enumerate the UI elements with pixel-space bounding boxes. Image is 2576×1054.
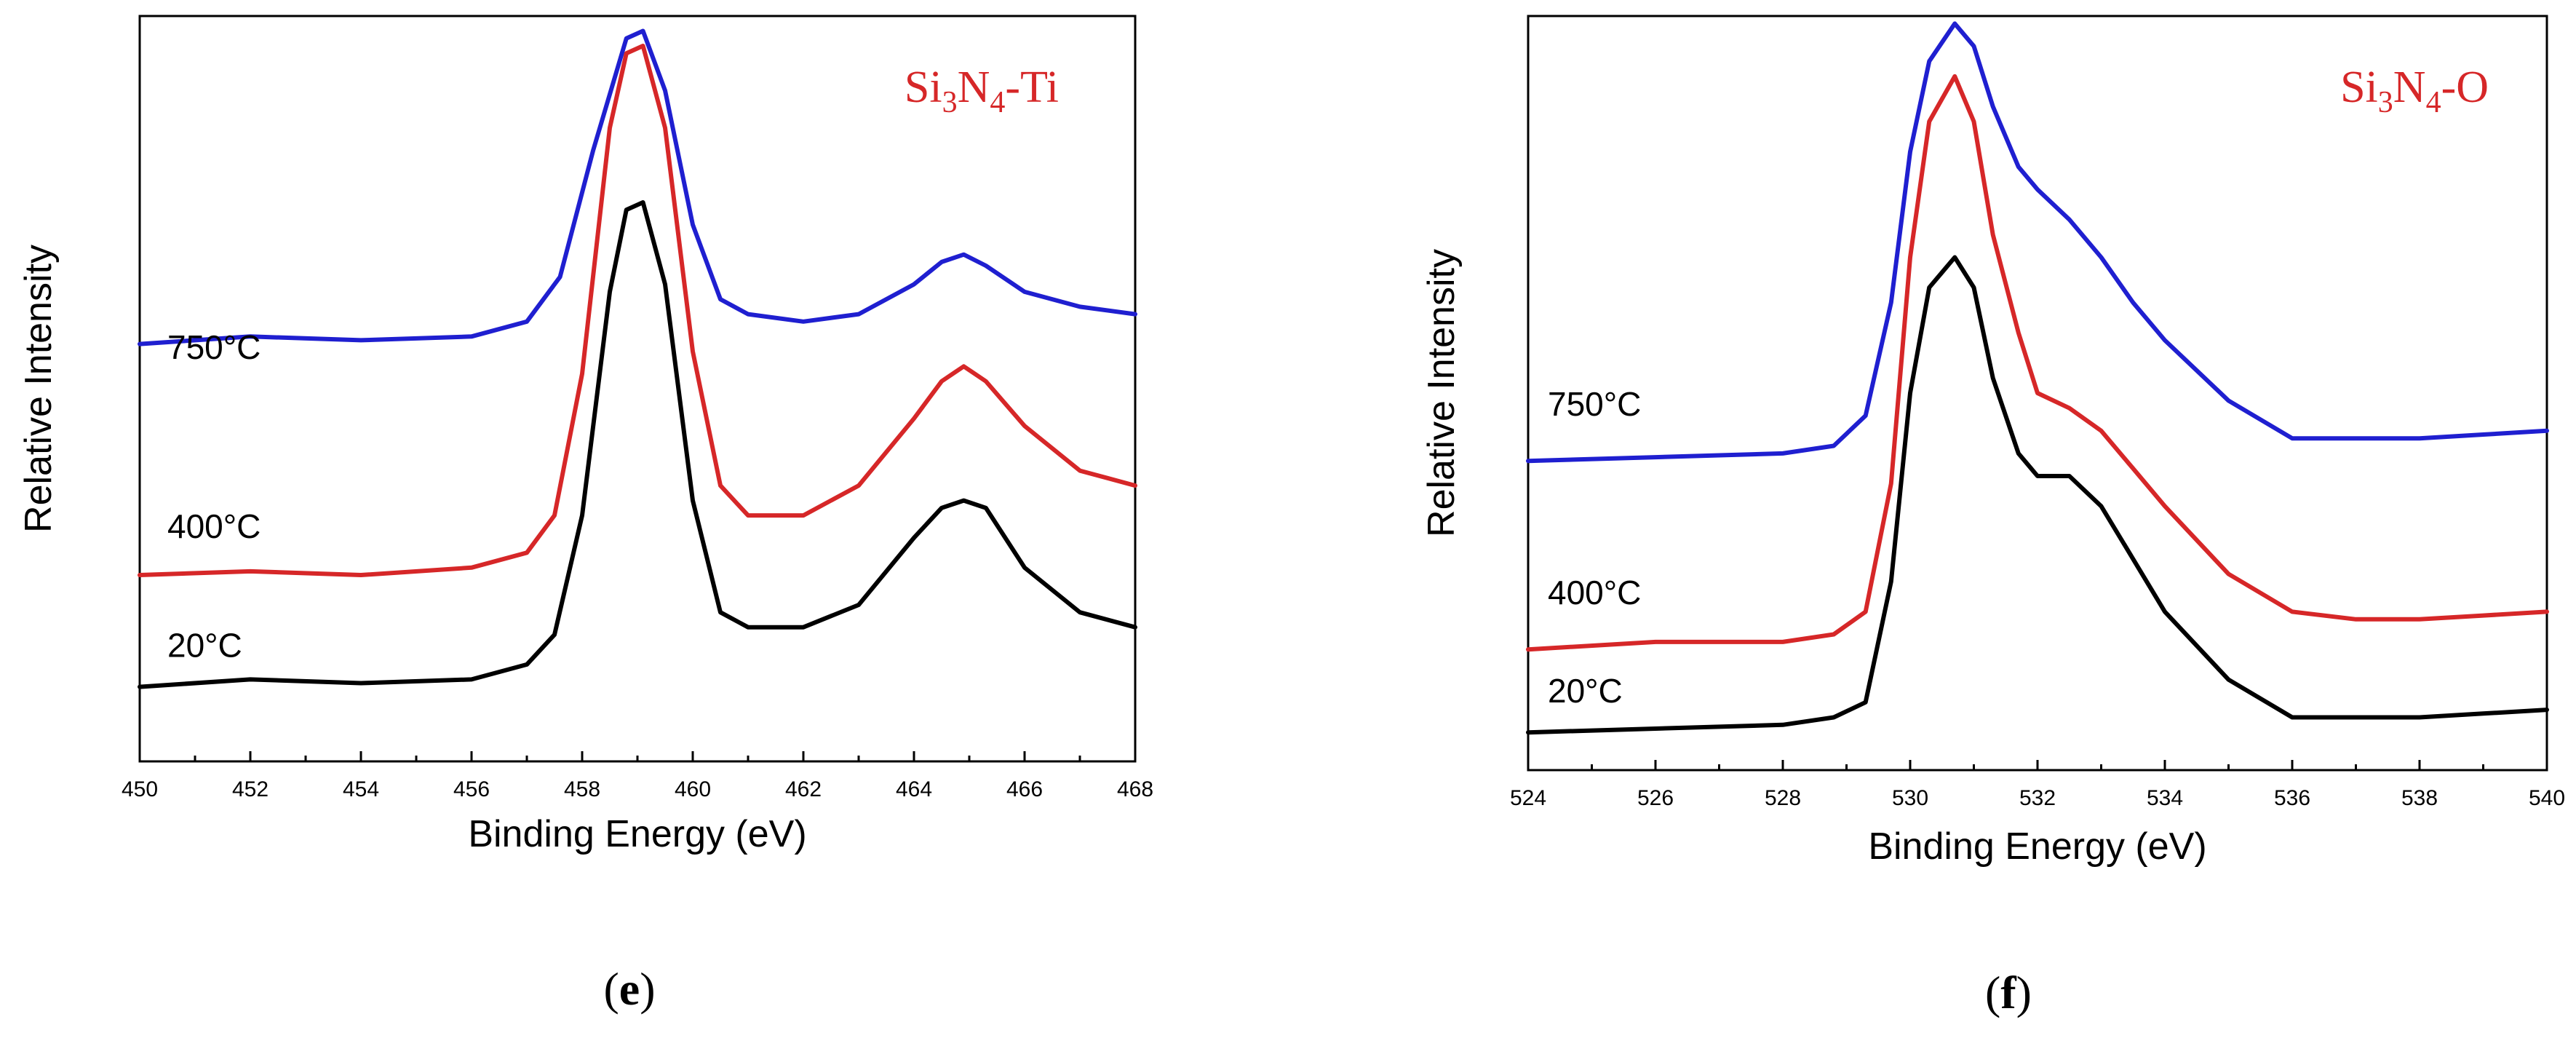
series-line-20c	[138, 200, 1137, 689]
panel-label: (e)	[603, 963, 655, 1015]
x-axis-title: Binding Energy (eV)	[468, 813, 806, 855]
series-line-400c	[138, 44, 1137, 577]
panel-label-letter: f	[2000, 967, 2016, 1018]
x-tick-label: 524	[1510, 786, 1546, 810]
series-label: 20°C	[167, 627, 242, 665]
x-tick-label: 454	[343, 777, 379, 801]
series-line-400c	[1526, 74, 2549, 652]
x-tick-label: 532	[2019, 786, 2056, 810]
x-tick-label: 466	[1006, 777, 1043, 801]
x-tick-label: 530	[1892, 786, 1928, 810]
panel-label-close: )	[640, 963, 655, 1015]
x-tick-label: 536	[2274, 786, 2310, 810]
series-label: 750°C	[167, 328, 261, 366]
x-tick-label: 534	[2147, 786, 2183, 810]
panel-label-open: (	[1985, 967, 2000, 1018]
panel-title: Si3N4-Ti	[905, 63, 1059, 119]
plot-frame	[138, 15, 1137, 763]
panel-label: (f)	[1985, 967, 2032, 1018]
y-axis-title: Relative Intensity	[17, 245, 60, 533]
x-axis-title: Binding Energy (eV)	[1868, 825, 2206, 868]
panel-title: Si3N4-O	[2340, 63, 2489, 119]
x-tick-label: 540	[2529, 786, 2565, 810]
chart-panel-e: 450 452 454 456 458 460 462 464 466 468 Binding En…	[17, 15, 1153, 1015]
panel-title-part: 4	[990, 86, 1005, 119]
x-tick-label: 526	[1637, 786, 1674, 810]
x-tick-label: 464	[896, 777, 932, 801]
y-axis-title: Relative Intensity	[1420, 249, 1463, 537]
panel-title-part: 3	[942, 86, 958, 119]
panel-title-part: 3	[2378, 86, 2393, 119]
x-tick-label: 456	[453, 777, 490, 801]
x-tick-label: 528	[1765, 786, 1801, 810]
x-tick-label: 450	[122, 777, 158, 801]
panel-title-part: 4	[2426, 86, 2441, 119]
chart-panel-f: 524 526 528 530 532 534 536 538 540 Binding Energ…	[1420, 15, 2565, 1018]
series-label: 20°C	[1548, 672, 1623, 710]
panel-label-letter: e	[619, 963, 640, 1015]
series-label: 400°C	[167, 507, 261, 545]
panel-label-close: )	[2016, 967, 2032, 1018]
x-tick-label: 458	[564, 777, 600, 801]
panel-label-open: (	[603, 963, 619, 1015]
series-line-750c	[138, 28, 1137, 346]
panel-title-part: -O	[2441, 63, 2489, 112]
x-tick-label: 452	[232, 777, 269, 801]
panel-title-part: N	[2393, 63, 2426, 112]
x-tick-label: 462	[785, 777, 822, 801]
x-tick-label: 468	[1117, 777, 1153, 801]
panel-title-part: -Ti	[1005, 63, 1059, 112]
x-tick-label: 538	[2401, 786, 2438, 810]
series-line-750c	[1526, 21, 2549, 464]
panel-title-part: N	[958, 63, 990, 112]
series-label: 750°C	[1548, 385, 1641, 423]
x-tick-label: 460	[675, 777, 711, 801]
series-line-20c	[1526, 255, 2549, 735]
panel-title-part: Si	[2340, 63, 2378, 112]
panel-title-part: Si	[905, 63, 942, 112]
series-label: 400°C	[1548, 574, 1641, 611]
